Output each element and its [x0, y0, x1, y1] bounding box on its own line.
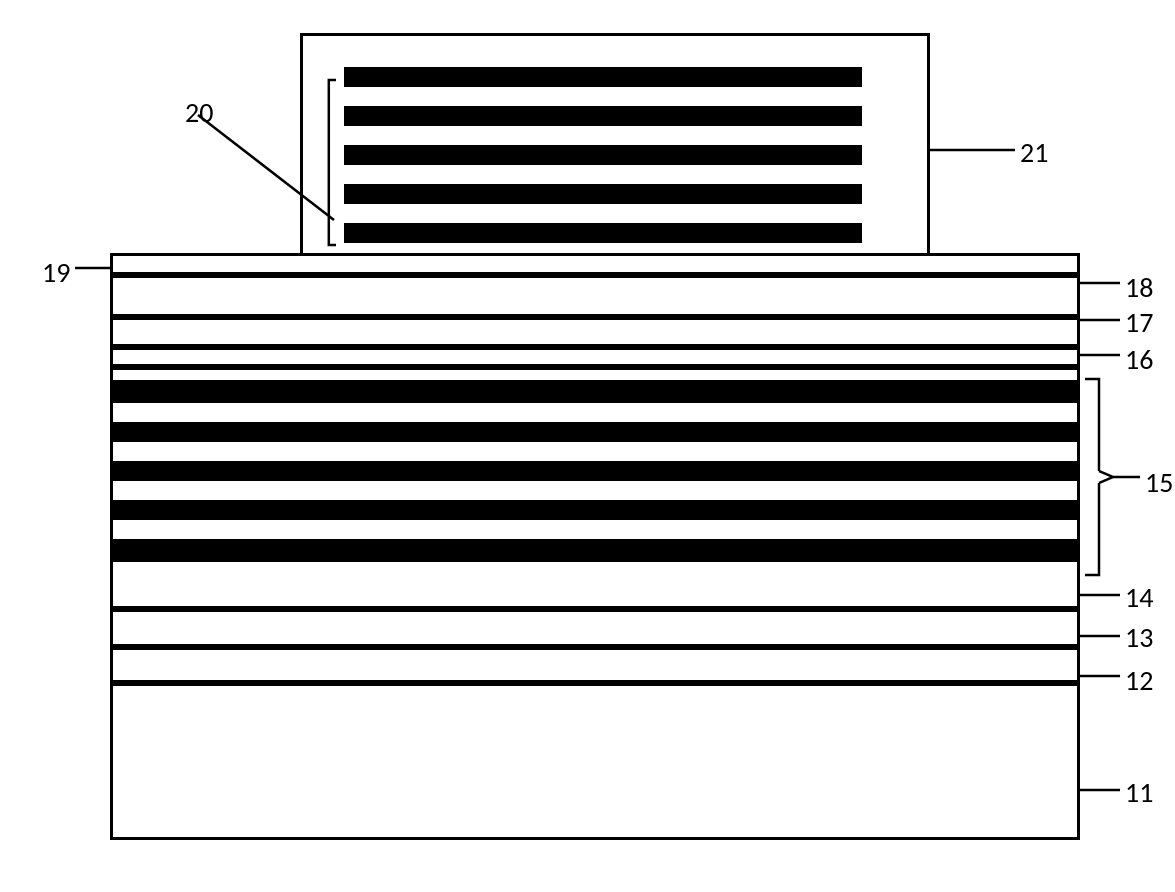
label-12: 12	[1125, 663, 1153, 698]
label-21: 21	[1020, 135, 1048, 170]
label-19: 19	[42, 255, 70, 290]
label-14: 14	[1125, 580, 1153, 615]
label-13: 13	[1125, 620, 1153, 655]
label-11: 11	[1125, 775, 1153, 810]
label-18: 18	[1125, 270, 1153, 305]
label-20: 20	[185, 95, 213, 130]
layer-diagram: 11 12 13 14 15 161718 19 20 21	[20, 20, 1175, 872]
label-15: 15	[1145, 465, 1173, 500]
overlay	[20, 20, 1175, 872]
label-16: 16	[1125, 342, 1153, 377]
label-17: 17	[1125, 305, 1153, 340]
